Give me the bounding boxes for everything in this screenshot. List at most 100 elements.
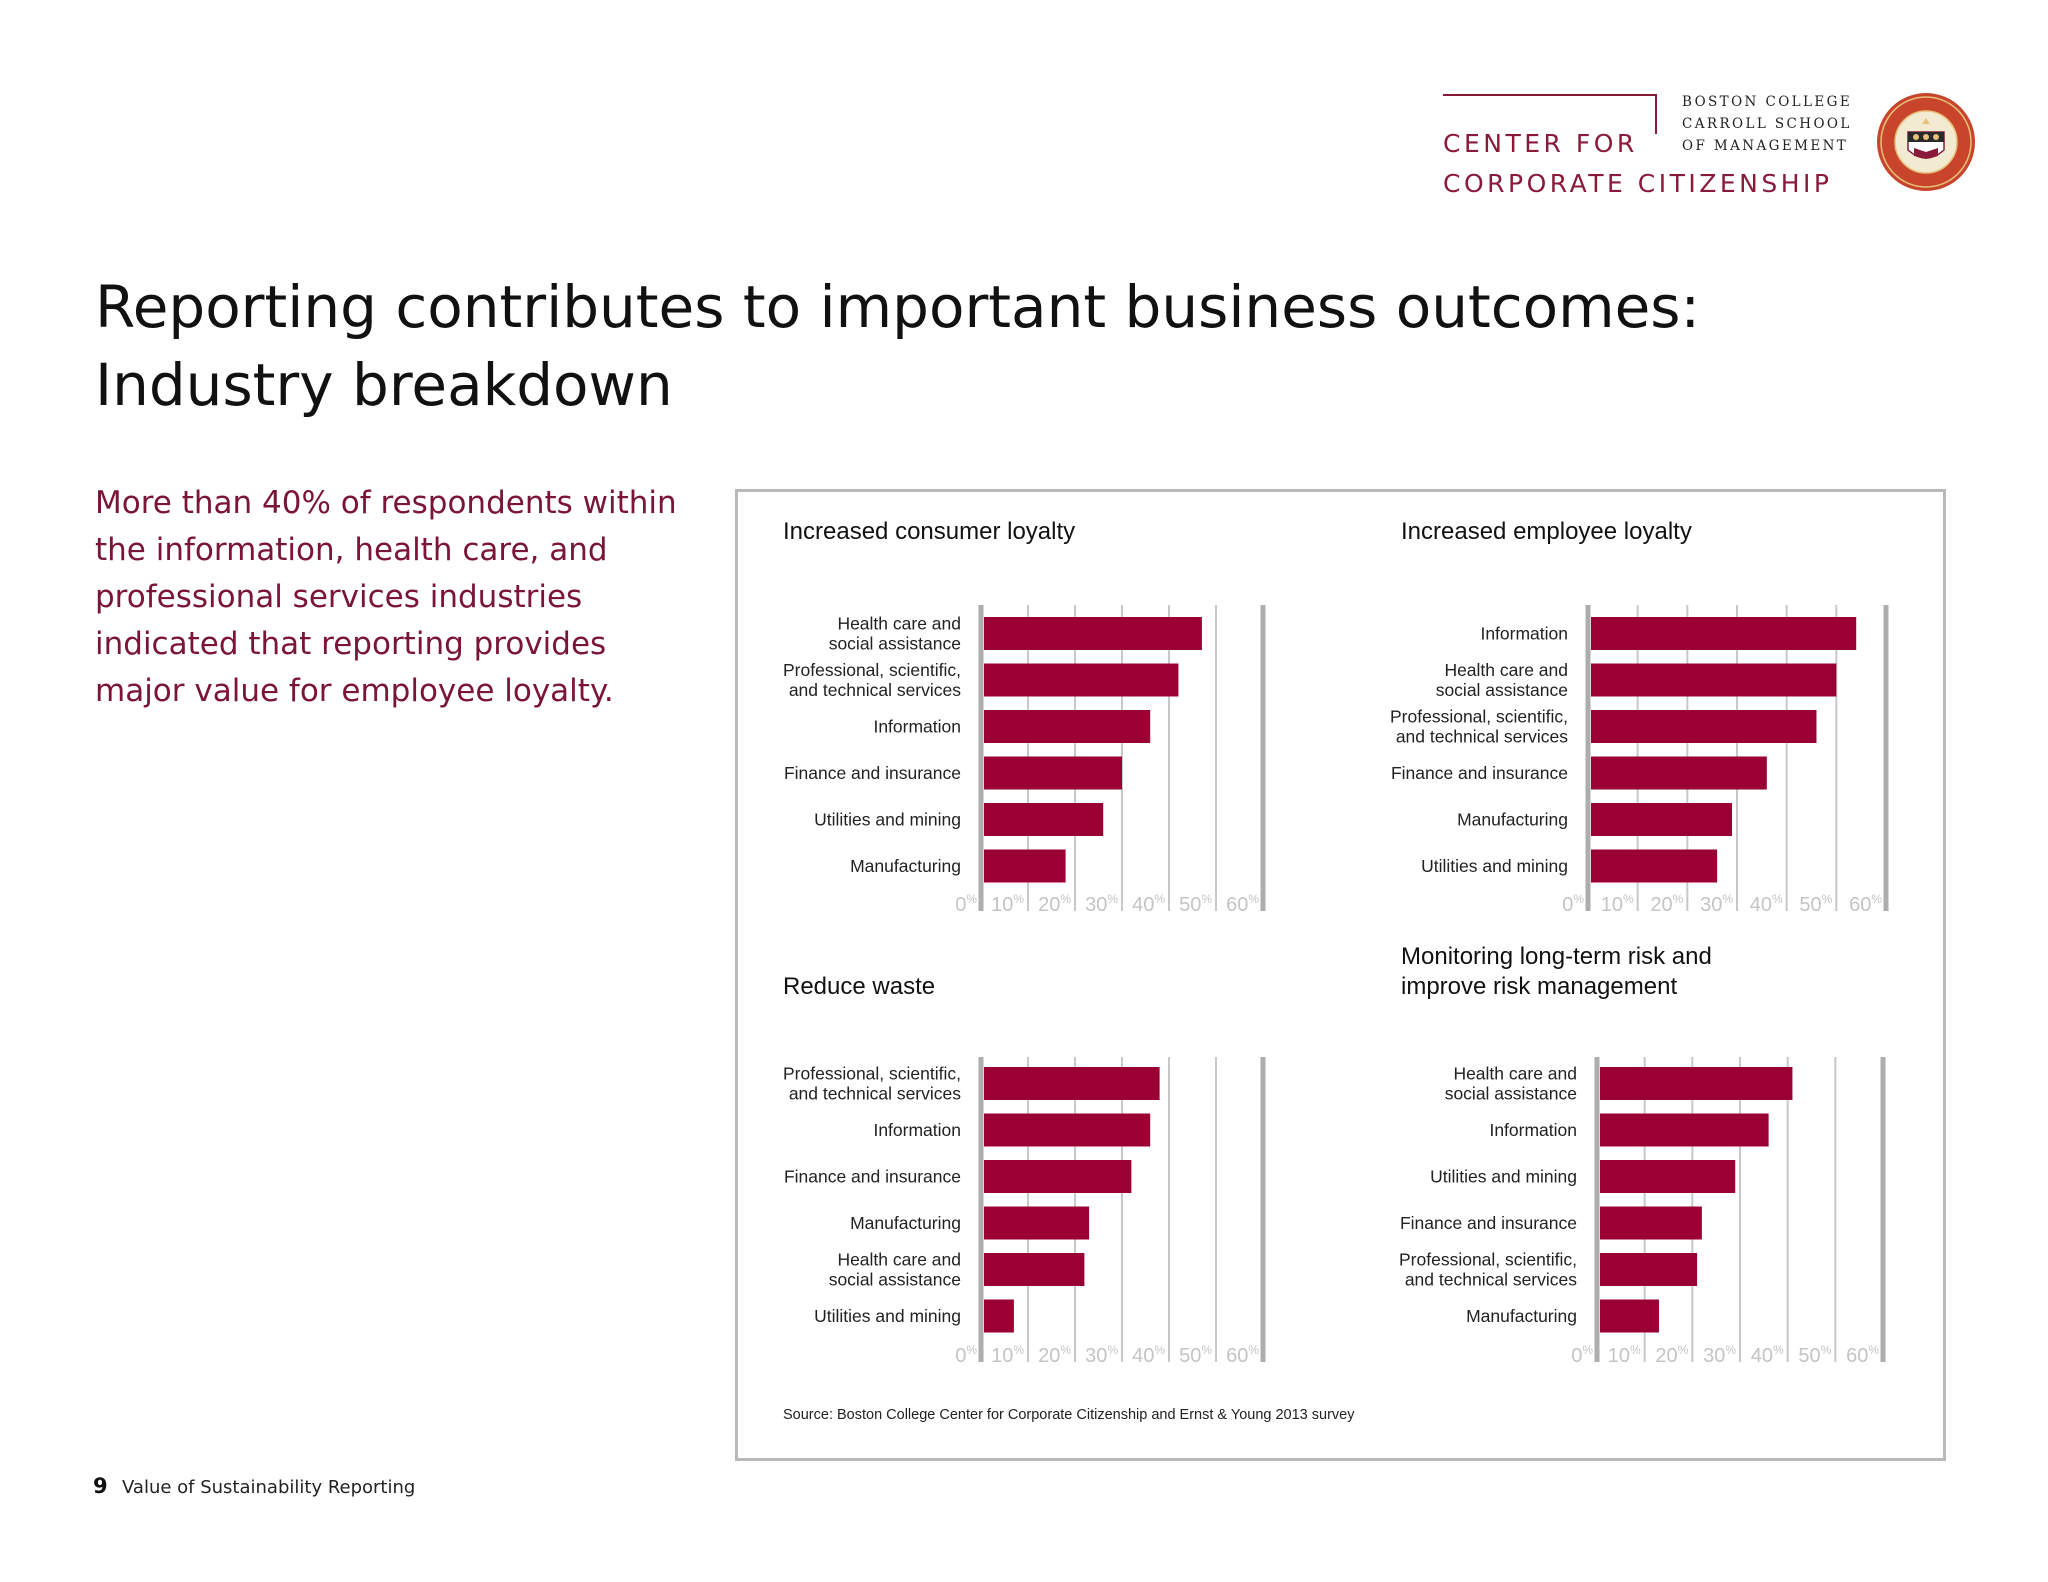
center-logo-line2: CORPORATE CITIZENSHIP [1443,169,1833,198]
tick-label: 40% [1750,892,1783,916]
category-label: Information [1489,1120,1577,1140]
tick-label: 60% [1846,1343,1879,1367]
tick-label: 60% [1226,892,1259,916]
bar [1591,849,1718,883]
tick-label: 20% [1655,1343,1688,1367]
category-label: Manufacturing [1457,810,1568,830]
tick-label: 20% [1038,892,1071,916]
logo-divider [1655,94,1657,134]
category-label: Health care and social assistance [1445,1064,1577,1104]
chart-title: Increased employee loyalty [1401,518,1692,545]
category-label: Utilities and mining [1430,1167,1577,1187]
bar-chart: Health care and social assistance Informat… [1399,1057,1886,1367]
bar [1591,803,1733,836]
bar [984,710,1151,743]
tick-label: 0% [955,1343,977,1367]
bar-chart: Professional, scientific, and technical s… [783,1057,1266,1367]
category-label: Professional, scientific, and technical s… [783,660,961,700]
tick-label: 30% [1700,892,1733,916]
source-note: Source: Boston College Center for Corpor… [783,1407,1355,1423]
category-label: Health care and social assistance [1436,660,1568,700]
bar [1600,1253,1698,1286]
category-label: Manufacturing [850,856,961,876]
bar [984,803,1104,836]
tick-label: 30% [1085,892,1118,916]
center-logo-line1: CENTER FOR [1443,129,1638,158]
bar [1600,1160,1736,1193]
category-label: Information [873,1120,961,1140]
tick-label: 50% [1799,892,1832,916]
tick-label: 0% [1562,892,1584,916]
bar [984,1067,1160,1100]
tick-label: 10% [1601,892,1634,916]
page-title: Reporting contributes to important busin… [95,268,1795,424]
chart-title: Increased consumer loyalty [783,518,1076,545]
page-title-line2: Industry breakdown [95,351,673,419]
category-label: Finance and insurance [784,763,961,783]
bar [1591,663,1837,697]
category-label: Information [1480,624,1568,644]
center-logo-text: CENTER FOR CORPORATE CITIZENSHIP [1443,124,1833,204]
bar [984,1113,1151,1147]
tick-label: 10% [991,1343,1024,1367]
school-logo-line2: CARROLL SCHOOL [1682,116,1852,132]
tick-label: 20% [1650,892,1683,916]
bar [1591,617,1857,650]
page-title-line1: Reporting contributes to important busin… [95,273,1701,341]
category-label: Information [873,717,961,737]
chart-title: Monitoring long-term risk and improve ri… [1401,943,1712,1000]
category-label: Finance and insurance [1400,1213,1577,1233]
tick-label: 30% [1085,1343,1118,1367]
tick-label: 0% [1571,1343,1593,1367]
tick-label: 40% [1751,1343,1784,1367]
bar [1600,1206,1702,1240]
bar-chart: Information Health care and social assista… [1390,605,1889,916]
category-label: Health care and social assistance [829,614,961,654]
bar-chart: Health care and social assistance Professi… [783,605,1266,916]
bar [984,1253,1085,1286]
bar [984,663,1179,697]
category-label: Manufacturing [1466,1306,1577,1326]
category-label: Finance and insurance [784,1167,961,1187]
boston-college-seal-icon [1877,93,1975,191]
tick-label: 40% [1132,1343,1165,1367]
tick-label: 50% [1179,1343,1212,1367]
bar [984,1160,1132,1193]
chart-panel-employee-loyalty: Increased employee loyalty Information He… [1390,517,2001,937]
chart-title: Reduce waste [783,973,936,1000]
bar [984,849,1066,883]
category-label: Utilities and mining [814,1306,961,1326]
chart-frame: Increased consumer loyalty Health care a… [735,489,1946,1461]
bar [984,1206,1090,1240]
chart-panel-reduce-waste: Reduce waste Professional, scientific, an… [783,972,1383,1392]
bar [1600,1113,1769,1147]
tick-label: 60% [1226,1343,1259,1367]
tick-label: 20% [1038,1343,1071,1367]
school-logo-line1: BOSTON COLLEGE [1682,94,1853,110]
category-label: Professional, scientific, and technical s… [783,1064,961,1104]
bar [984,756,1122,790]
tick-label: 30% [1703,1343,1736,1367]
chart-panel-risk-management: Monitoring long-term risk and improve ri… [1399,942,2001,1367]
category-label: Manufacturing [850,1213,961,1233]
category-label: Utilities and mining [814,810,961,830]
school-logo-line3: OF MANAGEMENT [1682,138,1849,154]
category-label: Finance and insurance [1391,763,1568,783]
footer-doc-title: Value of Sustainability Reporting [122,1477,416,1498]
tick-label: 50% [1798,1343,1831,1367]
category-label: Professional, scientific, and technical s… [1399,1250,1577,1290]
page-number: 9 [93,1474,108,1498]
bar [1600,1067,1793,1100]
category-label: Professional, scientific, and technical s… [1390,707,1568,747]
chart-panel-consumer-loyalty: Increased consumer loyalty Health care a… [783,517,1383,937]
tick-label: 10% [1608,1343,1641,1367]
tick-label: 10% [991,892,1024,916]
bar [984,1299,1014,1333]
tick-label: 0% [955,892,977,916]
bar [984,617,1202,650]
school-logo-text: BOSTON COLLEGE CARROLL SCHOOL OF MANAGEM… [1682,91,1852,157]
lead-text: More than 40% of respondents within the … [95,485,677,709]
tick-label: 50% [1179,892,1212,916]
bar [1591,756,1767,790]
bar [1591,710,1817,743]
